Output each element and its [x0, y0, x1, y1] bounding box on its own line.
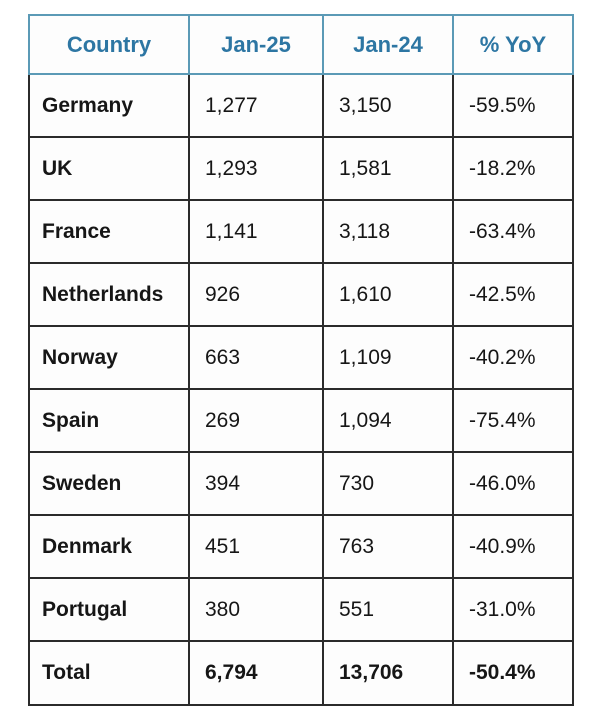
country-label: Spain: [28, 388, 190, 453]
jan24-value: 1,094: [322, 388, 454, 453]
jan25-value: 1,293: [188, 136, 324, 201]
jan24-value: 763: [322, 514, 454, 579]
yoy-value: -40.9%: [452, 514, 574, 579]
jan25-value: 1,141: [188, 199, 324, 264]
table-row-denmark: Denmark 451 763 -40.9%: [28, 514, 574, 579]
country-label: Norway: [28, 325, 190, 390]
table-header: Country Jan-25 Jan-24 % YoY: [28, 14, 574, 75]
jan24-value: 1,109: [322, 325, 454, 390]
yoy-value: -40.2%: [452, 325, 574, 390]
jan24-value: 3,150: [322, 73, 454, 138]
jan25-value: 926: [188, 262, 324, 327]
jan24-value: 551: [322, 577, 454, 642]
jan24-value: 3,118: [322, 199, 454, 264]
table-row-portugal: Portugal 380 551 -31.0%: [28, 577, 574, 642]
column-header-yoy: % YoY: [452, 14, 574, 75]
country-label: Germany: [28, 73, 190, 138]
country-stats-table: Country Jan-25 Jan-24 % YoY Germany 1,27…: [28, 14, 574, 706]
yoy-value: -59.5%: [452, 73, 574, 138]
header-row: Country Jan-25 Jan-24 % YoY: [28, 14, 574, 75]
country-label: France: [28, 199, 190, 264]
table-row-netherlands: Netherlands 926 1,610 -42.5%: [28, 262, 574, 327]
country-stats-table-container: Country Jan-25 Jan-24 % YoY Germany 1,27…: [28, 14, 574, 706]
column-header-jan24: Jan-24: [322, 14, 454, 75]
jan24-value: 1,610: [322, 262, 454, 327]
country-label: Netherlands: [28, 262, 190, 327]
total-jan25-value: 6,794: [188, 640, 324, 706]
yoy-value: -75.4%: [452, 388, 574, 453]
total-label: Total: [28, 640, 190, 706]
total-jan24-value: 13,706: [322, 640, 454, 706]
total-yoy-value: -50.4%: [452, 640, 574, 706]
jan25-value: 451: [188, 514, 324, 579]
jan24-value: 1,581: [322, 136, 454, 201]
table-row-spain: Spain 269 1,094 -75.4%: [28, 388, 574, 453]
yoy-value: -42.5%: [452, 262, 574, 327]
jan25-value: 380: [188, 577, 324, 642]
yoy-value: -18.2%: [452, 136, 574, 201]
jan25-value: 269: [188, 388, 324, 453]
yoy-value: -31.0%: [452, 577, 574, 642]
table-row-germany: Germany 1,277 3,150 -59.5%: [28, 73, 574, 138]
country-label: Denmark: [28, 514, 190, 579]
country-label: Portugal: [28, 577, 190, 642]
yoy-value: -46.0%: [452, 451, 574, 516]
yoy-value: -63.4%: [452, 199, 574, 264]
jan25-value: 394: [188, 451, 324, 516]
jan25-value: 663: [188, 325, 324, 390]
country-label: Sweden: [28, 451, 190, 516]
table-row-sweden: Sweden 394 730 -46.0%: [28, 451, 574, 516]
column-header-country: Country: [28, 14, 190, 75]
table-body: Germany 1,277 3,150 -59.5% UK 1,293 1,58…: [28, 73, 574, 706]
table-row-france: France 1,141 3,118 -63.4%: [28, 199, 574, 264]
table-row-total: Total 6,794 13,706 -50.4%: [28, 640, 574, 706]
column-header-jan25: Jan-25: [188, 14, 324, 75]
jan24-value: 730: [322, 451, 454, 516]
country-label: UK: [28, 136, 190, 201]
table-row-norway: Norway 663 1,109 -40.2%: [28, 325, 574, 390]
jan25-value: 1,277: [188, 73, 324, 138]
table-row-uk: UK 1,293 1,581 -18.2%: [28, 136, 574, 201]
